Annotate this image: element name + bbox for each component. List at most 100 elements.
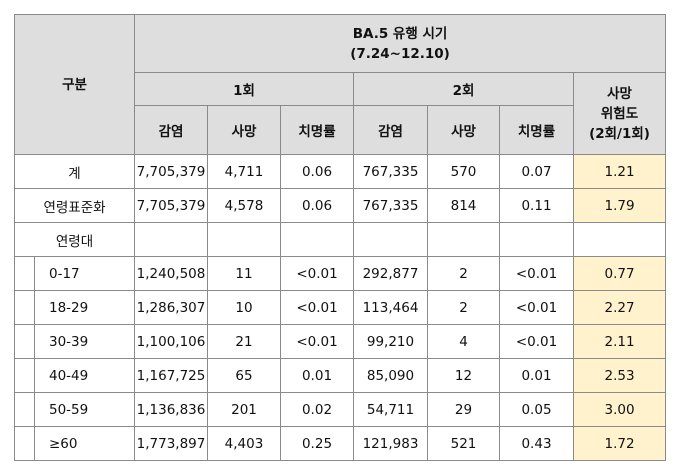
table-row: 계 7,705,379 4,711 0.06 767,335 570 0.07 … xyxy=(14,154,667,189)
table-row: 50-59 1,136,836 201 0.02 54,711 29 0.05 … xyxy=(14,392,667,427)
age-group-row: 연령대 xyxy=(14,222,667,257)
risk-value: 2.27 xyxy=(572,290,667,325)
r2-death: 4 xyxy=(427,324,500,359)
risk-value: 1.72 xyxy=(572,426,667,461)
r1-death: 4,403 xyxy=(207,426,281,461)
period-title: BA.5 유행 시기 xyxy=(352,25,448,42)
table-row: 30-39 1,100,106 21 <0.01 99,210 4 <0.01 … xyxy=(14,324,667,359)
r1-infection: 1,136,836 xyxy=(134,392,208,427)
r2-death: 570 xyxy=(427,154,500,189)
age-label: 40-49 xyxy=(34,358,135,393)
empty-cell xyxy=(207,222,281,257)
risk-header: 사망 위험도 (2회/1회) xyxy=(572,72,667,155)
r1-fatality: 0.06 xyxy=(280,188,354,223)
empty-cell xyxy=(572,222,667,257)
r1-fatality: <0.01 xyxy=(280,324,354,359)
risk-value: 2.53 xyxy=(572,358,667,393)
r2-death: 29 xyxy=(427,392,500,427)
r1-fatality: 0.02 xyxy=(280,392,354,427)
r2-death-header: 사망 xyxy=(427,105,500,155)
r2-infection: 121,983 xyxy=(353,426,428,461)
r1-fatality: 0.06 xyxy=(280,154,354,189)
r2-death: 2 xyxy=(427,256,500,291)
r1-infection: 1,286,307 xyxy=(134,290,208,325)
r1-death: 201 xyxy=(207,392,281,427)
r2-fatality: 0.11 xyxy=(499,188,574,223)
risk-value: 0.77 xyxy=(572,256,667,291)
round1-header: 1회 xyxy=(134,72,354,106)
risk-header-line2: 위험도 xyxy=(600,105,639,122)
r1-infection: 1,100,106 xyxy=(134,324,208,359)
r2-infection-header: 감염 xyxy=(353,105,428,155)
r1-death: 4,578 xyxy=(207,188,281,223)
r1-infection: 7,705,379 xyxy=(134,154,208,189)
r2-infection: 292,877 xyxy=(353,256,428,291)
round2-header: 2회 xyxy=(353,72,574,106)
r2-infection: 99,210 xyxy=(353,324,428,359)
r1-fatality: <0.01 xyxy=(280,290,354,325)
r1-infection: 1,773,897 xyxy=(134,426,208,461)
risk-value: 1.79 xyxy=(572,188,667,223)
age-label: 18-29 xyxy=(34,290,135,325)
risk-value: 2.11 xyxy=(572,324,667,359)
r1-fatality: 0.25 xyxy=(280,426,354,461)
r2-fatality: <0.01 xyxy=(499,290,574,325)
r1-fatality: 0.01 xyxy=(280,358,354,393)
r2-death: 814 xyxy=(427,188,500,223)
r1-death-header: 사망 xyxy=(207,105,281,155)
r1-infection-header: 감염 xyxy=(134,105,208,155)
period-header: BA.5 유행 시기 (7.24~12.10) xyxy=(133,14,667,73)
r1-fatality: <0.01 xyxy=(280,256,354,291)
table-row: 연령표준화 7,705,379 4,578 0.06 767,335 814 0… xyxy=(14,188,667,223)
r2-death: 521 xyxy=(427,426,500,461)
r2-infection: 767,335 xyxy=(353,188,428,223)
r2-fatality: <0.01 xyxy=(499,324,574,359)
r1-death: 21 xyxy=(207,324,281,359)
table-row: 0-17 1,240,508 11 <0.01 292,877 2 <0.01 … xyxy=(14,256,667,291)
r1-infection: 1,167,725 xyxy=(134,358,208,393)
r1-infection: 1,240,508 xyxy=(134,256,208,291)
table-row: 40-49 1,167,725 65 0.01 85,090 12 0.01 2… xyxy=(14,358,667,393)
r2-fatality: 0.05 xyxy=(499,392,574,427)
age-group-label: 연령대 xyxy=(14,222,135,257)
r2-death: 12 xyxy=(427,358,500,393)
indent-cell xyxy=(14,358,35,393)
period-range: (7.24~12.10) xyxy=(350,45,450,62)
r1-death: 4,711 xyxy=(207,154,281,189)
indent-cell xyxy=(14,290,35,325)
row-label: 계 xyxy=(14,154,135,189)
indent-cell xyxy=(14,426,35,461)
r1-fatality-header: 치명률 xyxy=(280,105,354,155)
category-header: 구분 xyxy=(14,14,135,155)
indent-cell xyxy=(14,324,35,359)
age-label: 30-39 xyxy=(34,324,135,359)
r1-death: 10 xyxy=(207,290,281,325)
r2-fatality: 0.01 xyxy=(499,358,574,393)
risk-header-line3: (2회/1회) xyxy=(589,125,650,142)
age-label: 0-17 xyxy=(34,256,135,291)
empty-cell xyxy=(134,222,208,257)
r2-fatality-header: 치명률 xyxy=(499,105,574,155)
r1-infection: 7,705,379 xyxy=(134,188,208,223)
r2-infection: 85,090 xyxy=(353,358,428,393)
risk-header-line1: 사망 xyxy=(607,85,632,102)
r1-death: 11 xyxy=(207,256,281,291)
r2-infection: 767,335 xyxy=(353,154,428,189)
table-row: ≥60 1,773,897 4,403 0.25 121,983 521 0.4… xyxy=(14,426,667,461)
empty-cell xyxy=(280,222,354,257)
age-label: ≥60 xyxy=(34,426,135,461)
indent-cell xyxy=(14,392,35,427)
empty-cell xyxy=(499,222,574,257)
r1-death: 65 xyxy=(207,358,281,393)
r2-death: 2 xyxy=(427,290,500,325)
r2-fatality: 0.43 xyxy=(499,426,574,461)
r2-fatality: 0.07 xyxy=(499,154,574,189)
empty-cell xyxy=(353,222,428,257)
table-row: 18-29 1,286,307 10 <0.01 113,464 2 <0.01… xyxy=(14,290,667,325)
r2-fatality: <0.01 xyxy=(499,256,574,291)
r2-infection: 54,711 xyxy=(353,392,428,427)
age-label: 50-59 xyxy=(34,392,135,427)
risk-value: 3.00 xyxy=(572,392,667,427)
indent-cell xyxy=(14,256,35,291)
risk-value: 1.21 xyxy=(572,154,667,189)
